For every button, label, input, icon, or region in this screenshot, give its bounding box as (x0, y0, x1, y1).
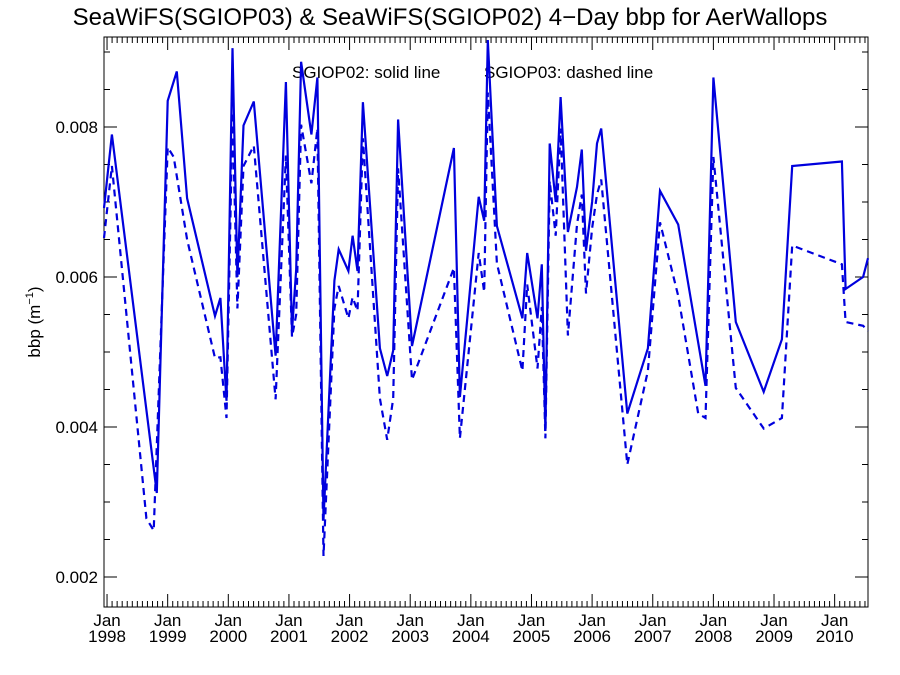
x-tick-year-label: 2004 (452, 627, 490, 646)
series-lines (102, 39, 870, 557)
y-tick-label: 0.004 (55, 418, 98, 437)
tick-labels: 0.0020.0040.0060.008Jan1998Jan1999Jan200… (55, 118, 853, 646)
x-tick-month-label: Jan (396, 611, 423, 630)
x-tick-year-label: 1998 (88, 627, 126, 646)
x-tick-year-label: 2007 (634, 627, 672, 646)
series-sgiop03-line (102, 92, 869, 557)
y-axis-label-close: ) (25, 286, 44, 292)
x-tick-month-label: Jan (518, 611, 545, 630)
y-tick-label: 0.002 (55, 568, 98, 587)
series-sgiop02-line (102, 39, 870, 521)
x-tick-year-label: 2006 (573, 627, 611, 646)
x-tick-month-label: Jan (336, 611, 363, 630)
x-tick-year-label: 2000 (209, 627, 247, 646)
x-tick-year-label: 2003 (391, 627, 429, 646)
y-tick-label: 0.006 (55, 268, 98, 287)
y-axis-label-exponent: −1 (24, 292, 36, 305)
x-tick-month-label: Jan (275, 611, 302, 630)
x-tick-year-label: 2010 (816, 627, 854, 646)
x-tick-year-label: 2008 (694, 627, 732, 646)
legend-dashed-line: SGIOP03: dashed line (484, 63, 654, 82)
x-tick-month-label: Jan (93, 611, 120, 630)
x-tick-year-label: 2002 (331, 627, 369, 646)
x-tick-month-label: Jan (457, 611, 484, 630)
x-tick-month-label: Jan (578, 611, 605, 630)
y-tick-label: 0.008 (55, 118, 98, 137)
x-tick-month-label: Jan (639, 611, 666, 630)
x-tick-year-label: 2009 (755, 627, 793, 646)
x-tick-year-label: 2005 (513, 627, 551, 646)
x-tick-month-label: Jan (154, 611, 181, 630)
x-tick-year-label: 1999 (149, 627, 187, 646)
legend-solid-line: SGIOP02: solid line (292, 63, 441, 82)
y-axis-label: bbp (m−1) (24, 286, 44, 357)
y-axis-label-text: bbp (m (25, 305, 44, 358)
x-tick-month-label: Jan (821, 611, 848, 630)
x-tick-month-label: Jan (760, 611, 787, 630)
x-tick-month-label: Jan (700, 611, 727, 630)
x-tick-year-label: 2001 (270, 627, 308, 646)
axis-ticks (104, 37, 868, 607)
x-tick-month-label: Jan (215, 611, 242, 630)
chart-title: SeaWiFS(SGIOP03) & SeaWiFS(SGIOP02) 4−Da… (72, 4, 828, 31)
